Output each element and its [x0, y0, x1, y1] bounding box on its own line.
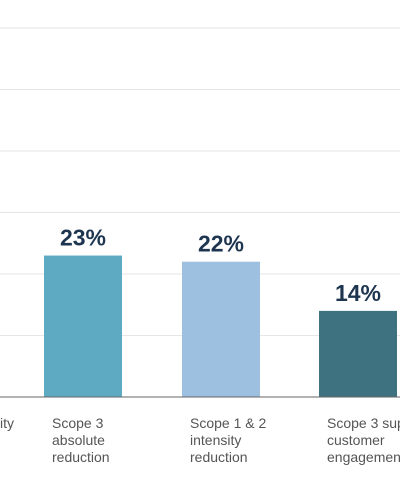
category-label: ity [0, 415, 14, 431]
category-label-line: absolute [52, 432, 105, 448]
category-label-line: reduction [190, 449, 248, 465]
category-label-line: Scope 1 & 2 [190, 415, 266, 431]
category-label-line: customer [327, 432, 385, 448]
bar [44, 255, 122, 397]
category-label-line: engagement [327, 449, 400, 465]
data-label: 14% [335, 280, 381, 306]
value-labels: 23% 22% 14% [60, 225, 381, 306]
category-label-line: intensity [190, 432, 241, 448]
data-label: 23% [60, 225, 106, 251]
category-label: Scope 1 & 2 intensity reduction [190, 415, 266, 465]
category-label-line: ity [0, 415, 14, 431]
category-label-line: Scope 3 [52, 415, 104, 431]
category-label: Scope 3 suppcustomerengagement [327, 415, 400, 465]
bar [319, 310, 397, 397]
category-label: Scope 3 absolute reduction [52, 415, 110, 465]
bar [182, 261, 260, 397]
bars [44, 255, 397, 397]
data-label: 22% [198, 231, 244, 257]
category-label-line: Scope 3 supp [327, 415, 400, 431]
category-label-line: reduction [52, 449, 110, 465]
